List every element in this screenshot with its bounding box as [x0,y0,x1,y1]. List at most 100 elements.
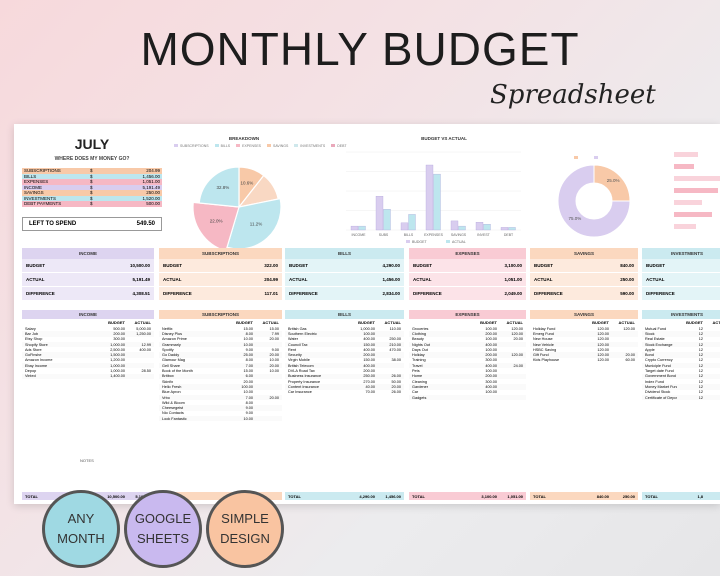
table-cell: 210.00 [389,342,401,347]
table-cell: New House [533,337,553,342]
table-cell: 200.00 [363,353,375,358]
detail-header: BILLS [285,310,404,319]
table-cell: 150.00 [363,358,375,363]
left-to-spend-value: 549.50 [136,220,155,227]
hbar-mark [674,164,694,169]
detail-header: SAVINGS [530,310,638,319]
hbar-mark [674,188,718,193]
table-cell: 1,000.00 [110,369,125,374]
summary-row-amount: 500.00 [146,201,160,207]
table-cell: 20.00 [391,384,401,389]
summary-row-value: 4,290.00 [382,263,400,268]
table-cell: 1,250.00 [136,331,151,336]
table-cell: 9.00 [245,411,253,416]
summary-table: SUBSCRIPTIONS BUDGET 322.00 ACTUAL 204.99 DIF… [159,248,282,304]
legend-item: INVESTMENTS [294,144,325,148]
table-cell: 100.00 [363,331,375,336]
table-cell: 9.00 [271,347,279,352]
table-cell: 200.00 [485,331,497,336]
table-cell: 400.00 [485,384,497,389]
table-cell: 400.00 [139,347,151,352]
table-cell: 10.00 [243,337,253,342]
table-cell: 400.00 [363,363,375,368]
total-actual: 1,456.00 [385,493,401,499]
table-cell: 12 [698,363,703,368]
table-cell: Car [412,390,419,395]
table-cell: Look Fantastic [162,416,187,421]
table-row: Virgin Mobile 150.00 38.00 [285,358,404,363]
table-cell: 1,000.00 [110,363,125,368]
total-budget: 1,8 [697,493,703,499]
summary-row-value: 117.01 [264,291,278,296]
table-cell: Nio Contacts [162,411,184,416]
table-cell: Index Fund [645,379,664,384]
legend-item: EXPENSES [236,144,261,148]
table-row: Gadgets [409,394,526,401]
table-cell: Business Insurance [288,374,322,379]
table-row: Glamour Mag 8.00 10.00 [159,358,282,363]
summary-row-amount: 1,456.00 [142,173,160,179]
table-cell: 250.00 [389,337,401,342]
table-cell: British Gas [288,326,307,331]
donut-legend-swatch [574,156,578,159]
table-cell: Groceries [412,326,429,331]
detail-column-header: ACTUAL [134,320,151,325]
summary-row: BUDGET [642,259,720,273]
summary-row-value: 322.00 [264,263,278,268]
table-cell: Clothing [412,331,426,336]
donut-label: 75.0% [569,216,582,221]
summary-header: SUBSCRIPTIONS [159,248,282,259]
table-row: Depop 1,000.00 28.50 [22,368,154,373]
table-row: Ads Store 2,500.00 400.00 [22,347,154,352]
total-label: TOTAL [645,493,658,499]
table-cell: Shopify Store [25,342,48,347]
table-cell: 100.00 [485,347,497,352]
summary-row-currency: $ [90,179,93,185]
summary-row-label: DIFFERENCE [289,291,318,296]
table-row: Groceries 100.00 120.00 [409,326,526,331]
table-row: Shopify Store 1,000.00 12.99 [22,341,154,348]
table-row: British Gas 1,000.00 110.00 [285,326,404,331]
bar-category-label: EXPENSES [424,233,444,237]
table-cell: 1,000.00 [360,326,375,331]
summary-row: DIFFERENCE 2,834.00 [285,287,404,301]
bar-category-label: SAVINGS [451,233,467,237]
bar-mark [500,227,509,231]
summary-row-value: 1,456.00 [382,277,400,282]
table-row: Blue Apron 10.00 [159,390,282,395]
table-cell: Water [288,337,298,342]
table-cell: Apple [645,347,655,352]
table-cell: 5,000.00 [136,326,151,331]
table-row: Britbox 6.00 [159,373,282,379]
summary-row-label: BUDGET [289,263,308,268]
page-title: MONTHLY BUDGET [140,23,580,75]
table-cell: 28.50 [141,369,151,374]
summary-header: INVESTMENTS [642,248,720,259]
total-label: TOTAL [533,493,546,499]
summary-row-label: INVESTMENTS [24,195,57,201]
detail-table: INVESTMENTSBUDGETACTUALMutual Fund12Stoc… [642,310,720,500]
table-cell: 300.00 [485,358,497,363]
summary-row-value: 10,500.00 [129,263,150,268]
bar-mark [408,214,416,231]
table-cell: 12 [698,390,703,395]
table-cell: 8.00 [245,400,253,405]
summary-row-value: 840.00 [620,263,634,268]
table-row: Index Fund 12 [642,379,720,384]
bar-category-label: SUBS [379,233,389,237]
table-cell: 12 [698,374,703,379]
table-cell: Target date Fund [645,369,674,374]
bar-mark [400,222,409,231]
table-cell: 7.99 [271,331,279,336]
table-row: Gardener 400.00 [409,384,526,390]
table-row: Southern Electric 100.00 [285,331,404,337]
table-row: Council Tax 150.00 210.00 [285,341,404,348]
table-row: Salary 500.00 5,000.00 [22,326,154,331]
detail-column-header: BUDGET [358,320,375,325]
table-cell: 10.00 [243,416,253,421]
bar-mark [508,227,516,231]
table-cell: Ads Store [25,347,42,352]
table-row: Gift Fund 120.00 20.00 [530,352,638,358]
summary-row: BUDGET 10,500.00 [22,259,154,273]
table-cell: Rent [288,347,297,352]
